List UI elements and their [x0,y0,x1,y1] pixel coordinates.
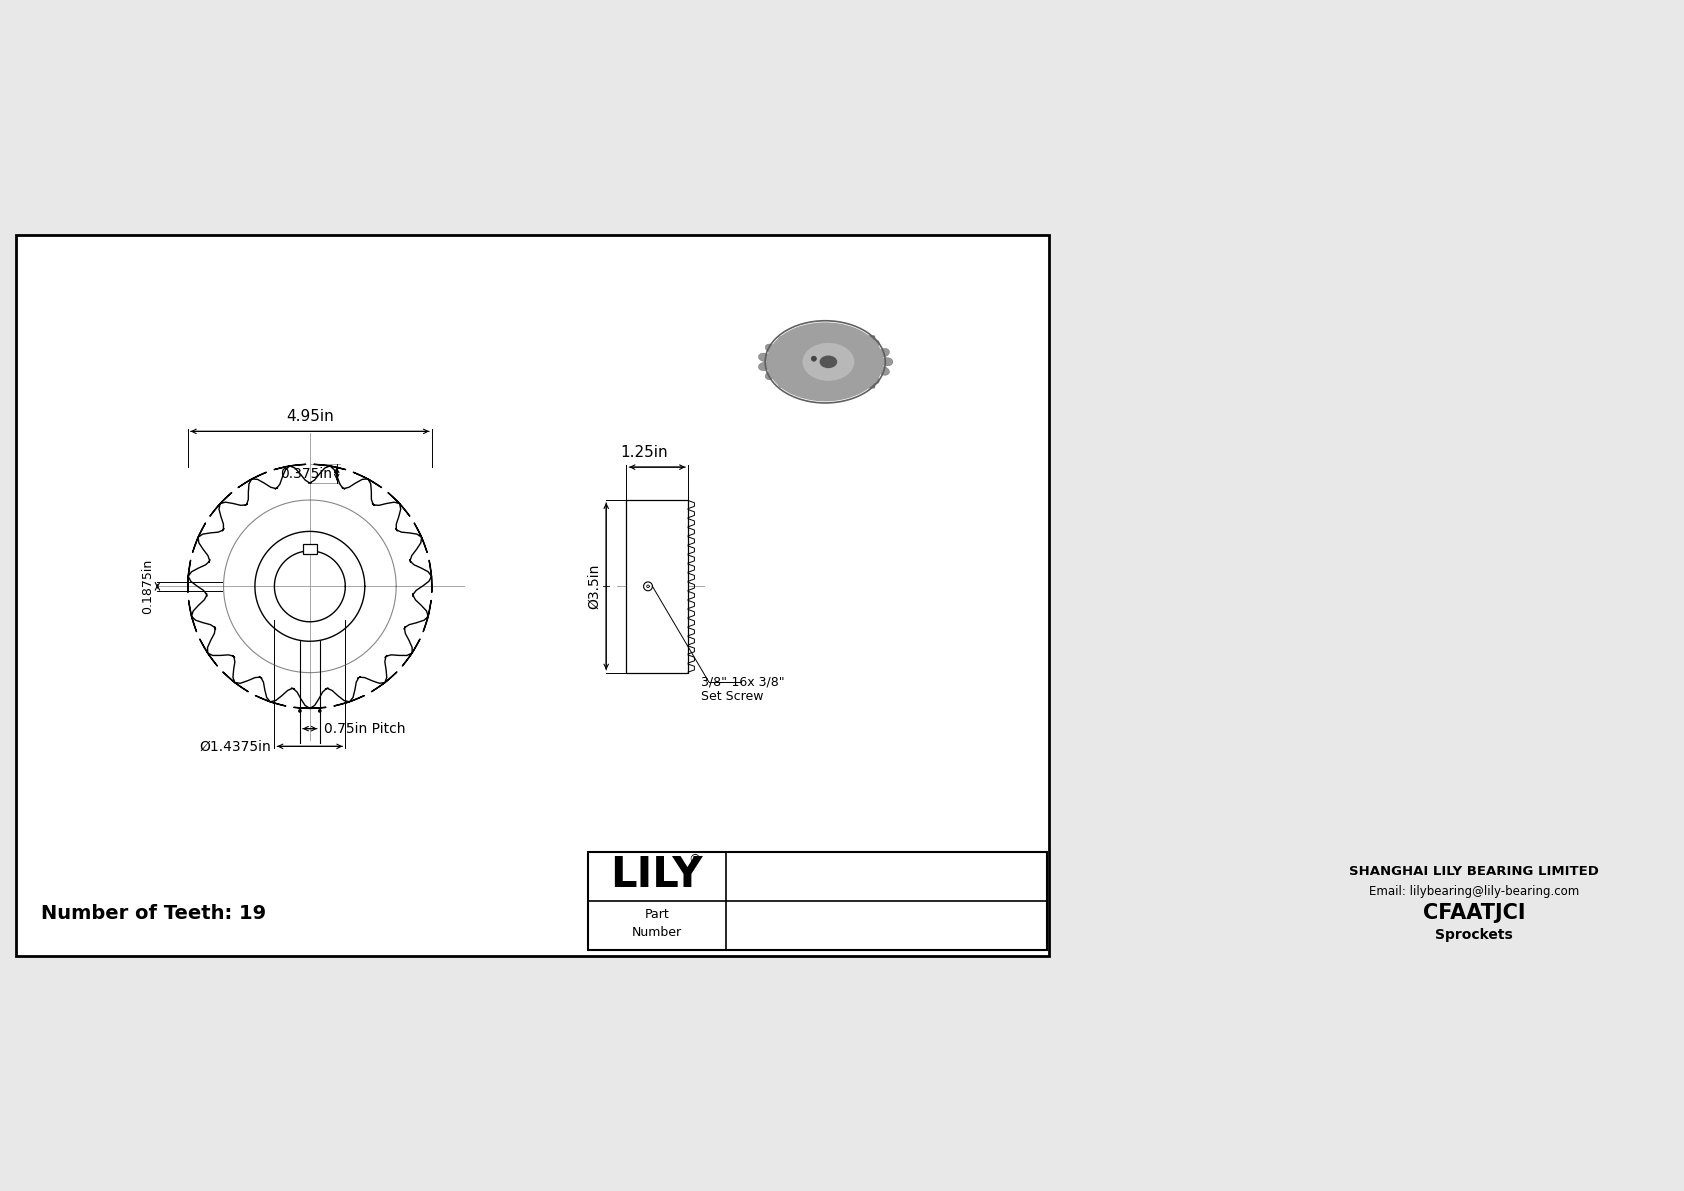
Text: CFAATJCI: CFAATJCI [1423,903,1526,923]
Ellipse shape [817,329,823,339]
Text: Number of Teeth: 19: Number of Teeth: 19 [40,904,266,923]
Ellipse shape [765,344,776,353]
Text: SHANGHAI LILY BEARING LIMITED: SHANGHAI LILY BEARING LIMITED [1349,865,1600,878]
Ellipse shape [879,367,889,375]
Text: LILY: LILY [611,854,704,897]
Text: Email: lilybearing@lily-bearing.com: Email: lilybearing@lily-bearing.com [1369,885,1580,898]
Text: Ø3.5in: Ø3.5in [588,563,601,609]
Ellipse shape [797,382,805,393]
Text: Number: Number [632,925,682,939]
Ellipse shape [797,331,805,342]
Ellipse shape [778,336,788,347]
Text: ®: ® [689,853,701,866]
Text: 0.375in: 0.375in [280,467,332,480]
Ellipse shape [879,349,889,357]
Circle shape [298,710,301,712]
Ellipse shape [820,356,837,368]
Text: Part: Part [645,909,669,921]
Ellipse shape [758,362,770,370]
Text: 0.1875in: 0.1875in [141,559,153,613]
Ellipse shape [869,374,879,384]
Text: 3/8"-16x 3/8": 3/8"-16x 3/8" [701,675,785,688]
Bar [626,500,689,673]
Bar [303,544,317,554]
Ellipse shape [869,339,879,349]
Text: 1.25in: 1.25in [621,445,669,460]
Ellipse shape [881,357,893,366]
Ellipse shape [817,384,823,395]
Text: 0.75in Pitch: 0.75in Pitch [325,722,406,736]
Ellipse shape [837,329,845,341]
Ellipse shape [854,380,864,391]
Bar [588,852,1046,950]
FancyBboxPatch shape [859,336,876,388]
Ellipse shape [778,378,788,387]
Text: Set Screw: Set Screw [701,690,763,703]
Ellipse shape [758,353,770,361]
Circle shape [318,710,322,712]
Ellipse shape [803,343,854,381]
Text: Sprockets: Sprockets [1435,928,1512,942]
Ellipse shape [837,384,845,394]
Circle shape [812,356,817,361]
Text: Ø1.4375in: Ø1.4375in [199,740,271,754]
Text: 4.95in: 4.95in [286,410,333,424]
Ellipse shape [765,370,776,380]
Ellipse shape [766,323,884,401]
Ellipse shape [854,333,864,344]
